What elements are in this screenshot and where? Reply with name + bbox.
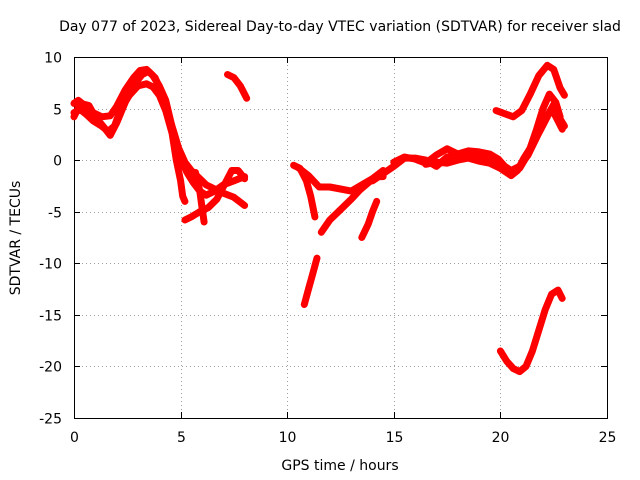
x-tick-label: 20 (492, 430, 510, 446)
axis-ticks: 0 5 10 15 20 25 -25 -20 -15 -10 -5 0 5 10 (39, 51, 616, 447)
y-tick-label: -15 (39, 309, 62, 325)
y-axis-label: SDTVAR / TECUs (8, 181, 24, 296)
data-series (70, 61, 568, 376)
series-arc-15 (492, 61, 568, 121)
y-tick-label: -25 (39, 412, 62, 428)
gridlines (74, 57, 607, 418)
y-tick-label: -20 (39, 360, 62, 376)
x-tick-label: 25 (599, 430, 617, 446)
x-tick-label: 0 (70, 430, 79, 446)
x-tick-label: 15 (386, 430, 404, 446)
plot-frame (74, 57, 608, 419)
x-axis-label: GPS time / hours (281, 458, 398, 474)
x-tick-label: 10 (279, 430, 297, 446)
chart-title: Day 077 of 2023, Sidereal Day-to-day VTE… (59, 19, 621, 35)
x-tick-label: 5 (177, 430, 186, 446)
series-arc-11 (358, 197, 381, 241)
series-arc-2 (70, 65, 249, 199)
series-arc-4 (181, 167, 249, 224)
y-tick-label: 5 (53, 103, 62, 119)
series-arc-8 (300, 254, 321, 308)
series-arc-6 (224, 71, 251, 102)
y-tick-label: -5 (48, 206, 62, 222)
y-tick-label: -10 (39, 257, 62, 273)
y-tick-label: 10 (44, 51, 62, 67)
series-arc-5 (192, 169, 208, 226)
series-arc-14 (422, 100, 568, 180)
series-arc-3 (70, 80, 189, 205)
series-arc-16 (496, 286, 566, 376)
y-tick-label: 0 (53, 154, 62, 170)
